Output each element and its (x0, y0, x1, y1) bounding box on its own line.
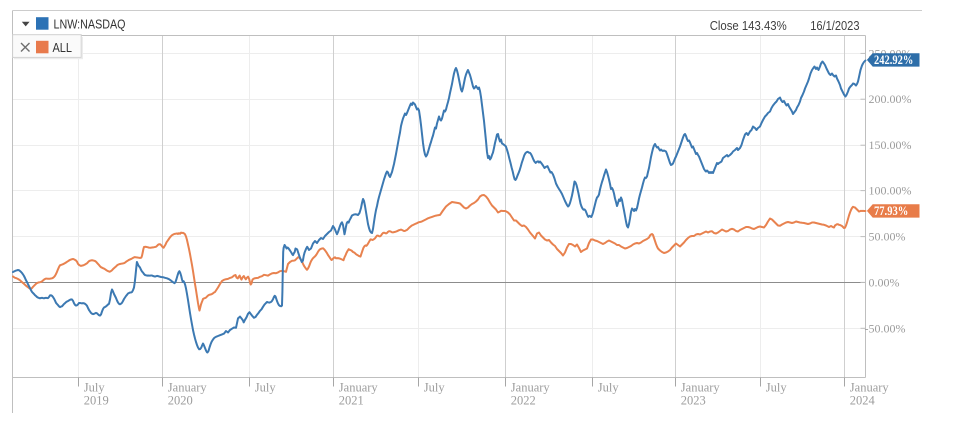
svg-text:2020: 2020 (168, 394, 193, 408)
svg-text:Close 143.43%: Close 143.43% (710, 18, 787, 33)
svg-text:150.00%: 150.00% (869, 138, 912, 152)
svg-text:242.92%: 242.92% (874, 53, 913, 67)
svg-text:January: January (511, 381, 551, 395)
svg-text:July: July (598, 381, 620, 395)
svg-text:-50.00%: -50.00% (865, 321, 906, 335)
svg-text:January: January (168, 381, 208, 395)
svg-text:100.00%: 100.00% (869, 184, 912, 198)
svg-text:77.93%: 77.93% (874, 204, 908, 218)
svg-text:January: January (681, 381, 721, 395)
svg-text:50.00%: 50.00% (869, 230, 906, 244)
svg-text:ALL: ALL (53, 40, 73, 55)
svg-text:200.00%: 200.00% (869, 92, 912, 106)
svg-text:2024: 2024 (850, 394, 876, 408)
svg-text:2023: 2023 (681, 394, 706, 408)
svg-text:July: July (255, 381, 277, 395)
svg-text:2021: 2021 (339, 394, 364, 408)
svg-text:LNW:NASDAQ: LNW:NASDAQ (54, 16, 126, 31)
svg-text:July: July (424, 381, 446, 395)
svg-text:July: July (84, 381, 106, 395)
svg-text:July: July (766, 381, 788, 395)
svg-text:2019: 2019 (84, 394, 109, 408)
svg-text:0.00%: 0.00% (869, 275, 900, 289)
svg-text:January: January (339, 381, 379, 395)
svg-text:January: January (850, 381, 890, 395)
svg-text:16/1/2023: 16/1/2023 (810, 18, 859, 33)
svg-text:2022: 2022 (511, 394, 536, 408)
